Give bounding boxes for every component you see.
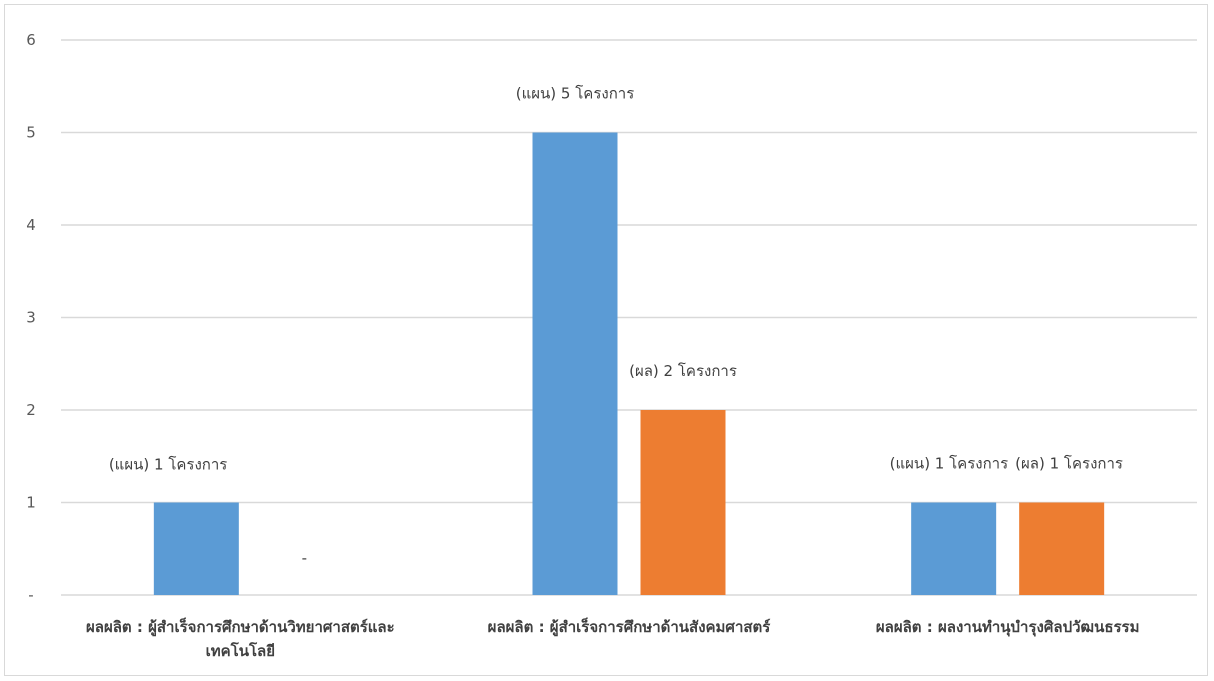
category-label-2-line-1: ผลผลิต : ผู้สำเร็จการศึกษาด้านสังคมศาสตร…	[488, 617, 772, 637]
y-tick-label-4: 4	[26, 216, 36, 234]
bar-s1-c2	[532, 132, 618, 595]
bar-s1-c3	[911, 502, 997, 595]
category-label-1-line-2: เทคโนโลยี	[206, 641, 275, 660]
y-tick-label-0: -	[28, 586, 33, 604]
y-tick-label-2: 2	[26, 401, 36, 419]
bar-s2-c2	[640, 410, 726, 595]
data-label-s2-c1: -	[302, 549, 307, 567]
bar-s2-c3	[1019, 502, 1105, 595]
data-label-s2-c3: (ผล) 1 โครงการ	[1015, 455, 1123, 473]
category-label-3-line-1: ผลผลิต : ผลงานทำนุบำรุงศิลปวัฒนธรรม	[876, 618, 1140, 637]
y-tick-label-3: 3	[26, 309, 36, 327]
data-label-s1-c2: (แผน) 5 โครงการ	[516, 85, 635, 103]
y-tick-label-6: 6	[26, 31, 36, 49]
bar-chart: - 1 2 3 4 5 6 (แผน) 1 โครงการ - ผลผลิต : ผู้สำเร็…	[26, 31, 1197, 660]
data-label-s1-c1: (แผน) 1 โครงการ	[109, 456, 228, 474]
data-label-s2-c2: (ผล) 2 โครงการ	[629, 362, 737, 380]
data-label-s1-c3: (แผน) 1 โครงการ	[890, 455, 1009, 473]
category-label-1-line-1: ผลผลิต : ผู้สำเร็จการศึกษาด้านวิทยาศาสตร…	[86, 617, 395, 637]
y-tick-label-5: 5	[26, 124, 36, 142]
y-tick-label-1: 1	[26, 494, 36, 512]
chart-frame: - 1 2 3 4 5 6 (แผน) 1 โครงการ - ผลผลิต : ผู้สำเร็…	[4, 4, 1208, 676]
bar-s1-c1	[153, 502, 239, 595]
